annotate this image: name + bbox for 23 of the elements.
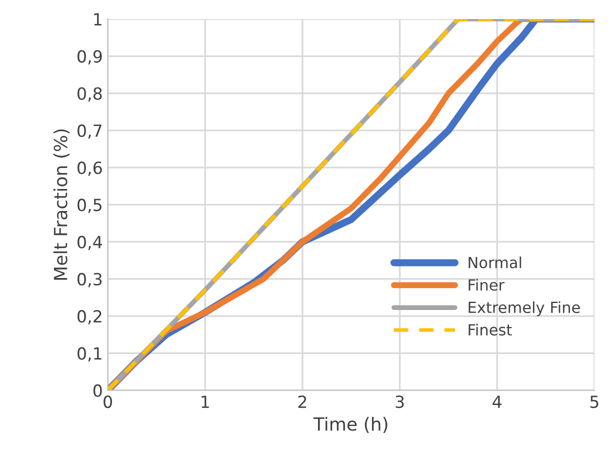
x-axis-title: Time (h) bbox=[313, 416, 388, 433]
x-tick-label: 3 bbox=[396, 395, 404, 408]
legend-label: Finer bbox=[468, 278, 505, 291]
y-tick-label: 0,1 bbox=[78, 347, 102, 362]
x-tick-label: 4 bbox=[492, 396, 502, 408]
y-tick-label: 0,7 bbox=[78, 124, 102, 139]
x-tick-label: 0 bbox=[104, 395, 112, 408]
y-tick-label: 0 bbox=[93, 384, 102, 397]
y-tick-label: 0,6 bbox=[78, 162, 102, 176]
y-tick-label: 0,5 bbox=[78, 198, 102, 213]
y-tick-label: 0,9 bbox=[78, 50, 102, 64]
y-tick-label: 0,8 bbox=[78, 87, 102, 102]
x-tick-label: 5 bbox=[590, 396, 598, 408]
x-tick-label: 1 bbox=[202, 396, 209, 408]
y-tick-label: 0,2 bbox=[78, 310, 102, 324]
legend-label: Finest bbox=[468, 324, 512, 336]
x-tick-label: 2 bbox=[298, 395, 306, 408]
y-axis-title: Melt Fraction (%) bbox=[53, 129, 70, 280]
y-tick-label: 1 bbox=[94, 13, 102, 26]
y-tick-label: 0,3 bbox=[78, 272, 102, 288]
y-tick-label: 0,4 bbox=[78, 236, 102, 250]
legend-label: Normal bbox=[468, 256, 522, 268]
legend-label: Extremely Fine bbox=[468, 301, 580, 316]
